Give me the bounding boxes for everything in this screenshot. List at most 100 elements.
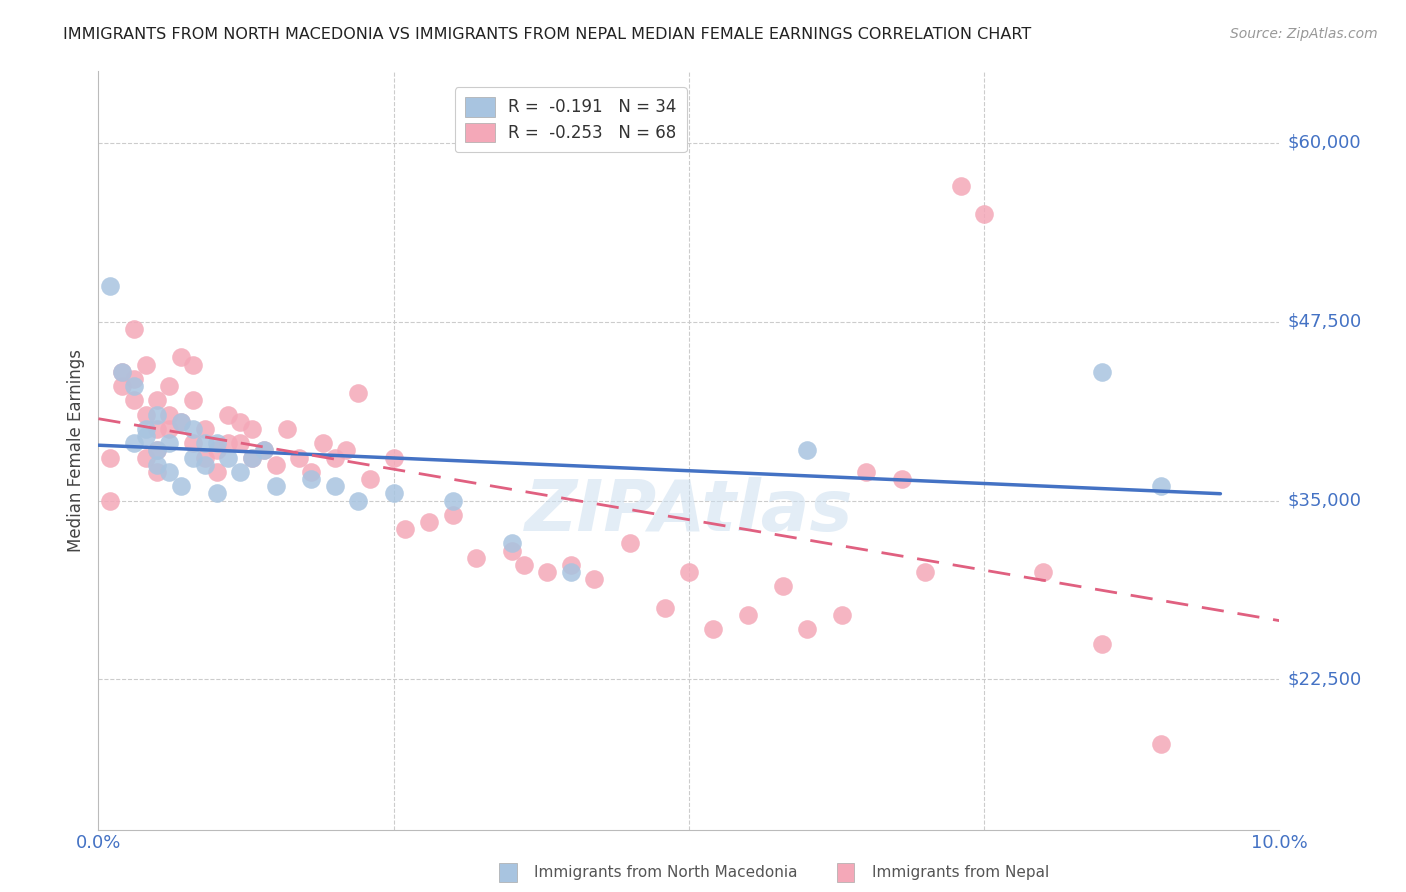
Point: [1150, 737, 1173, 751]
Point: [512, 558, 534, 572]
Point: [181, 436, 204, 450]
Point: [619, 536, 641, 550]
Point: [194, 450, 217, 465]
Point: [170, 351, 193, 365]
Point: [240, 422, 263, 436]
Point: [323, 450, 346, 465]
Point: [157, 408, 180, 422]
Point: [890, 472, 912, 486]
Point: [536, 565, 558, 579]
Point: [135, 450, 157, 465]
Text: $35,000: $35,000: [1288, 491, 1362, 509]
Point: [122, 322, 145, 336]
Point: [323, 479, 346, 493]
Point: [98, 493, 121, 508]
Point: [796, 443, 818, 458]
Point: [288, 450, 311, 465]
Point: [122, 393, 145, 408]
Point: [135, 429, 157, 443]
Point: [146, 422, 169, 436]
Text: Immigrants from North Macedonia: Immigrants from North Macedonia: [534, 865, 797, 880]
Y-axis label: Median Female Earnings: Median Female Earnings: [66, 349, 84, 552]
Point: [973, 207, 995, 221]
Point: [205, 465, 228, 479]
Point: [264, 479, 287, 493]
Point: [170, 479, 193, 493]
Text: Immigrants from Nepal: Immigrants from Nepal: [872, 865, 1049, 880]
Point: [194, 458, 217, 472]
Point: [1091, 637, 1114, 651]
Text: IMMIGRANTS FROM NORTH MACEDONIA VS IMMIGRANTS FROM NEPAL MEDIAN FEMALE EARNINGS : IMMIGRANTS FROM NORTH MACEDONIA VS IMMIG…: [63, 27, 1032, 42]
Point: [276, 422, 298, 436]
Point: [181, 358, 204, 372]
Point: [418, 515, 440, 529]
Point: [359, 472, 381, 486]
Point: [146, 465, 169, 479]
Point: [111, 379, 134, 393]
Point: [181, 393, 204, 408]
Point: [229, 465, 252, 479]
Point: [382, 486, 405, 500]
Point: [1032, 565, 1054, 579]
Legend: R =  -0.191   N = 34, R =  -0.253   N = 68: R = -0.191 N = 34, R = -0.253 N = 68: [456, 87, 686, 153]
Point: [135, 422, 157, 436]
Point: [135, 408, 157, 422]
Point: [98, 279, 121, 293]
Point: [441, 493, 464, 508]
Point: [772, 579, 794, 593]
Point: [312, 436, 335, 450]
Point: [1091, 365, 1114, 379]
Point: [501, 543, 523, 558]
Point: [111, 365, 134, 379]
Point: [217, 436, 239, 450]
Point: [146, 458, 169, 472]
Point: [253, 443, 276, 458]
Text: $22,500: $22,500: [1288, 671, 1362, 689]
Point: [501, 536, 523, 550]
Point: [181, 422, 204, 436]
Point: [347, 386, 370, 401]
Point: [914, 565, 936, 579]
Point: [678, 565, 700, 579]
Point: [299, 472, 322, 486]
Point: [583, 572, 606, 586]
Point: [335, 443, 357, 458]
Point: [796, 622, 818, 636]
Point: [264, 458, 287, 472]
Point: [122, 372, 145, 386]
Point: [146, 443, 169, 458]
Point: [205, 486, 228, 500]
Point: [831, 607, 853, 622]
Point: [240, 450, 263, 465]
Point: [111, 365, 134, 379]
Point: [146, 408, 169, 422]
Point: [217, 450, 239, 465]
Point: [98, 450, 121, 465]
Point: [855, 465, 877, 479]
Point: [229, 436, 252, 450]
Point: [194, 422, 217, 436]
Point: [181, 450, 204, 465]
Point: [560, 558, 582, 572]
Point: [157, 422, 180, 436]
Point: [240, 450, 263, 465]
Point: [194, 436, 217, 450]
Point: [157, 379, 180, 393]
Text: Source: ZipAtlas.com: Source: ZipAtlas.com: [1230, 27, 1378, 41]
Point: [205, 436, 228, 450]
Point: [157, 436, 180, 450]
Point: [1150, 479, 1173, 493]
Point: [170, 415, 193, 429]
Point: [347, 493, 370, 508]
Text: $47,500: $47,500: [1288, 313, 1362, 331]
Point: [157, 465, 180, 479]
Point: [465, 550, 488, 565]
Point: [394, 522, 416, 536]
Point: [170, 415, 193, 429]
Point: [299, 465, 322, 479]
Point: [382, 450, 405, 465]
Point: [135, 358, 157, 372]
Point: [654, 600, 676, 615]
Text: ZIPAtlas: ZIPAtlas: [524, 476, 853, 546]
Point: [229, 415, 252, 429]
